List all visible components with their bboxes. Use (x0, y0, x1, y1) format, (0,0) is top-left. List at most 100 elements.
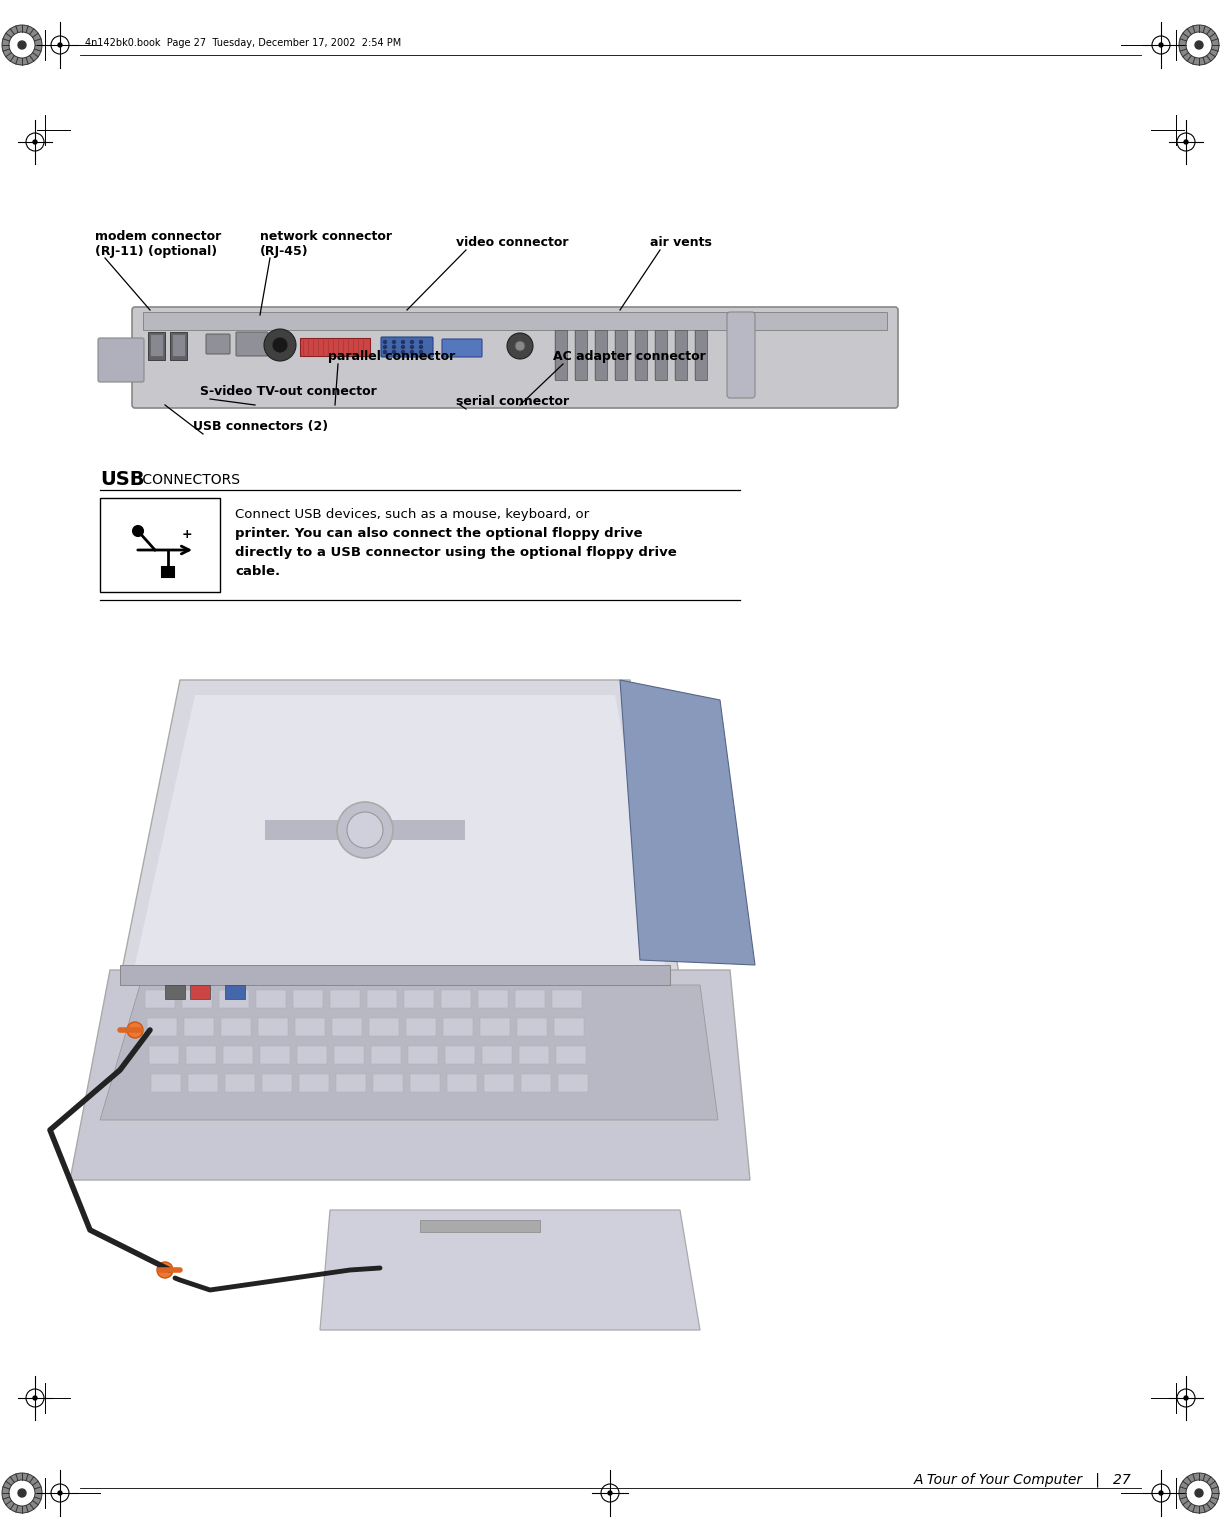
Bar (484, 1074, 514, 1092)
Text: air vents: air vents (650, 235, 712, 249)
FancyBboxPatch shape (726, 312, 755, 398)
Bar (256, 990, 286, 1007)
Text: 4n142bk0.book  Page 27  Tuesday, December 17, 2002  2:54 PM: 4n142bk0.book Page 27 Tuesday, December … (85, 38, 402, 48)
Bar (371, 1046, 400, 1064)
Bar (410, 1074, 440, 1092)
Circle shape (272, 337, 288, 354)
Bar (120, 964, 670, 984)
Bar (477, 990, 508, 1007)
Bar (615, 331, 628, 380)
Text: parallel connector: parallel connector (328, 351, 455, 363)
Circle shape (420, 351, 422, 354)
Bar (330, 990, 360, 1007)
Bar (172, 334, 186, 355)
Bar (332, 1018, 361, 1037)
Circle shape (608, 1490, 612, 1495)
Circle shape (402, 351, 404, 354)
Bar (558, 1074, 589, 1092)
Bar (521, 1074, 551, 1092)
Bar (225, 984, 245, 1000)
Circle shape (420, 340, 422, 343)
FancyBboxPatch shape (132, 308, 897, 408)
Circle shape (410, 340, 414, 343)
Bar (100, 498, 220, 592)
Bar (188, 1074, 219, 1092)
Bar (482, 1046, 512, 1064)
Bar (554, 1018, 584, 1037)
Bar (258, 1018, 288, 1037)
Circle shape (383, 340, 387, 343)
Circle shape (158, 1263, 173, 1278)
Text: USB: USB (100, 471, 144, 489)
Bar (300, 338, 370, 355)
Bar (556, 331, 567, 380)
Text: serial connector: serial connector (455, 395, 569, 408)
Bar (182, 990, 212, 1007)
Text: A Tour of Your Computer   |   27: A Tour of Your Computer | 27 (913, 1473, 1131, 1487)
Circle shape (402, 346, 404, 349)
Bar (293, 990, 324, 1007)
Circle shape (392, 340, 396, 343)
Bar (147, 1018, 177, 1037)
Circle shape (420, 346, 422, 349)
FancyBboxPatch shape (206, 334, 230, 354)
Circle shape (33, 140, 37, 145)
Circle shape (2, 1473, 42, 1513)
Polygon shape (265, 820, 465, 840)
Bar (335, 1046, 364, 1064)
Bar (695, 331, 707, 380)
Circle shape (392, 351, 396, 354)
Circle shape (9, 32, 35, 58)
Polygon shape (320, 1210, 700, 1330)
Text: directly to a USB connector using the optional floppy drive: directly to a USB connector using the op… (234, 546, 676, 558)
Bar (151, 1074, 181, 1092)
Circle shape (383, 351, 387, 354)
Polygon shape (620, 680, 755, 964)
Circle shape (127, 1021, 143, 1038)
Bar (221, 1018, 252, 1037)
Bar (443, 1018, 473, 1037)
Circle shape (337, 801, 393, 858)
Circle shape (1179, 1473, 1219, 1513)
Bar (299, 1074, 328, 1092)
Circle shape (1159, 43, 1162, 48)
Bar (263, 1074, 292, 1092)
Bar (519, 1046, 549, 1064)
Circle shape (383, 346, 387, 349)
Circle shape (402, 340, 404, 343)
Circle shape (18, 42, 26, 49)
Bar (223, 1046, 253, 1064)
Bar (184, 1018, 214, 1037)
Circle shape (515, 341, 525, 351)
Bar (444, 1046, 475, 1064)
Text: network connector
(RJ-45): network connector (RJ-45) (260, 231, 392, 258)
Bar (162, 568, 175, 577)
Circle shape (1186, 32, 1212, 58)
Circle shape (264, 329, 295, 361)
Text: AC adapter connector: AC adapter connector (553, 351, 706, 363)
Bar (336, 1074, 366, 1092)
Bar (515, 990, 545, 1007)
FancyBboxPatch shape (98, 338, 144, 381)
FancyBboxPatch shape (381, 337, 433, 357)
Bar (165, 984, 186, 1000)
Bar (297, 1046, 327, 1064)
Bar (420, 1220, 540, 1232)
Bar (186, 1046, 216, 1064)
Bar (368, 990, 397, 1007)
Bar (143, 312, 886, 331)
FancyBboxPatch shape (442, 338, 482, 357)
Bar (295, 1018, 325, 1037)
Bar (369, 1018, 399, 1037)
Bar (260, 1046, 291, 1064)
Polygon shape (120, 680, 680, 980)
Bar (219, 990, 249, 1007)
Circle shape (347, 812, 383, 847)
Circle shape (1186, 1480, 1212, 1506)
Polygon shape (100, 984, 718, 1120)
Bar (148, 332, 165, 360)
Text: cable.: cable. (234, 564, 280, 578)
Circle shape (1179, 25, 1219, 65)
Circle shape (133, 526, 143, 537)
Bar (404, 990, 433, 1007)
